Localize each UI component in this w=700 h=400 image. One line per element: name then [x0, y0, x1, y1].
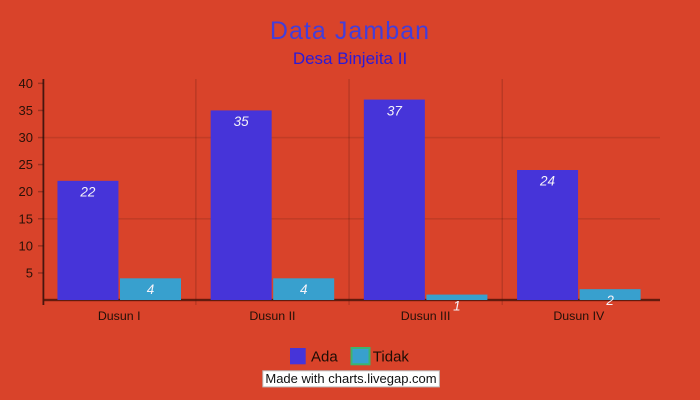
svg-text:15: 15 [19, 211, 33, 226]
svg-text:25: 25 [19, 157, 33, 172]
svg-text:Dusun III: Dusun III [401, 309, 451, 323]
svg-text:Dusun I: Dusun I [98, 309, 141, 323]
svg-text:Dusun II: Dusun II [249, 309, 295, 323]
svg-text:Tidak: Tidak [373, 349, 410, 366]
svg-text:5: 5 [26, 266, 33, 281]
svg-text:37: 37 [387, 103, 403, 118]
svg-text:30: 30 [19, 130, 33, 145]
svg-text:10: 10 [19, 238, 33, 253]
svg-text:Made with charts.livegap.com: Made with charts.livegap.com [265, 371, 436, 386]
svg-text:20: 20 [19, 184, 33, 199]
svg-text:2: 2 [605, 293, 614, 308]
svg-text:40: 40 [19, 76, 33, 91]
svg-text:22: 22 [79, 185, 96, 200]
svg-text:Desa Binjeita II: Desa Binjeita II [293, 49, 407, 68]
svg-text:Dusun IV: Dusun IV [553, 309, 605, 323]
svg-text:Data Jamban: Data Jamban [270, 17, 430, 45]
svg-text:1: 1 [453, 298, 461, 313]
svg-text:24: 24 [539, 174, 555, 189]
svg-text:35: 35 [234, 114, 250, 129]
svg-text:4: 4 [147, 282, 155, 297]
svg-text:Ada: Ada [311, 349, 338, 366]
svg-text:35: 35 [19, 103, 33, 118]
svg-text:4: 4 [300, 282, 308, 297]
